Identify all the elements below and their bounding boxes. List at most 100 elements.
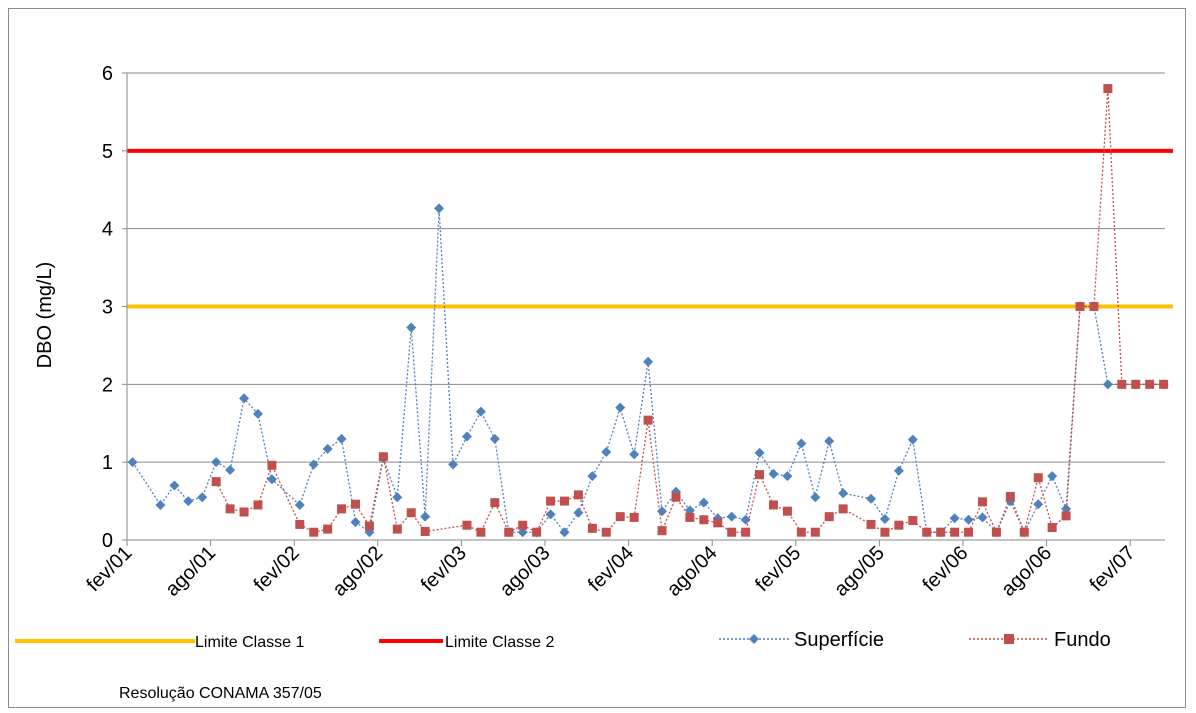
data-point [1103, 84, 1113, 94]
data-point [950, 527, 960, 537]
data-point [197, 492, 208, 503]
data-point [796, 527, 806, 537]
x-tick-labels: fev/01 ago/01 fev/02 ago/02 fev/03 ago/03 fev/… [82, 542, 1139, 601]
data-point [350, 517, 361, 528]
legend-marker-superficie [749, 634, 759, 644]
data-point [754, 447, 765, 458]
data-point [239, 507, 249, 517]
data-point [239, 393, 250, 404]
data-point [294, 499, 305, 510]
data-point [127, 457, 138, 468]
y-tick-label: 0 [102, 530, 113, 552]
y-tick-label: 2 [102, 374, 113, 396]
data-point [1019, 527, 1029, 537]
data-point [475, 406, 486, 417]
data-point [1047, 523, 1057, 533]
legend-item-limite-classe-1: Limite Classe 1 [15, 634, 304, 651]
y-axis-label: DBO (mg/L) [34, 262, 56, 369]
data-point [211, 477, 221, 487]
data-point [964, 527, 974, 537]
data-point [504, 527, 514, 537]
data-point [657, 526, 667, 536]
series [127, 84, 1169, 538]
data-point [183, 496, 194, 507]
data-point [699, 515, 709, 525]
data-point [643, 356, 654, 367]
data-point [755, 470, 765, 480]
data-point [420, 511, 431, 522]
data-point [1145, 379, 1155, 389]
data-point [545, 509, 556, 520]
data-point [727, 527, 737, 537]
legend-label-fundo: Fundo [1054, 629, 1111, 651]
data-point [323, 524, 333, 534]
data-point [741, 527, 751, 537]
data-point [378, 452, 388, 462]
data-point [643, 415, 653, 425]
data-point [894, 520, 904, 530]
data-point [838, 504, 848, 514]
x-tick-label: fev/04 [584, 542, 638, 596]
x-tick-label: ago/04 [663, 542, 722, 601]
data-point [337, 504, 347, 514]
data-point [907, 434, 918, 445]
data-point [532, 527, 542, 537]
footnote: Resolução CONAMA 357/05 [119, 685, 322, 702]
data-point [936, 527, 946, 537]
data-point [810, 492, 821, 503]
data-point [615, 512, 625, 522]
data-point [308, 459, 319, 470]
data-point [406, 508, 416, 518]
legend-label-limite-classe-2: Limite Classe 2 [445, 634, 554, 651]
data-point [685, 512, 695, 522]
axes [122, 72, 1165, 546]
data-point [462, 520, 472, 530]
data-point [949, 513, 960, 524]
data-point [350, 499, 360, 509]
legend-item-limite-classe-2: Limite Classe 2 [379, 634, 554, 651]
data-point [518, 520, 528, 530]
data-point [824, 512, 834, 522]
data-point [879, 513, 890, 524]
legend-label-limite-classe-1: Limite Classe 1 [195, 634, 304, 651]
data-point [977, 512, 988, 523]
data-point [768, 500, 778, 510]
data-point [155, 499, 166, 510]
x-tick-label: fev/07 [1086, 542, 1140, 596]
series-fundo [211, 84, 1169, 537]
data-point [406, 322, 417, 333]
data-point [1117, 379, 1127, 389]
y-tick-label: 6 [102, 63, 113, 85]
data-point [671, 492, 681, 502]
data-point [922, 527, 932, 537]
data-point [309, 527, 319, 537]
x-tick-label: ago/06 [997, 542, 1056, 601]
data-point [768, 468, 779, 479]
data-point [1061, 511, 1071, 521]
data-point [587, 471, 598, 482]
data-point [740, 514, 751, 525]
x-tick-label: fev/03 [417, 542, 471, 596]
data-point [838, 488, 849, 499]
data-point [211, 457, 222, 468]
data-point [573, 490, 583, 500]
data-point [629, 512, 639, 522]
data-point [810, 527, 820, 537]
x-tick-label: ago/03 [496, 542, 555, 601]
data-point [476, 527, 486, 537]
data-point [364, 521, 374, 531]
series-superficie [127, 203, 1169, 538]
data-point [824, 436, 835, 447]
data-point [615, 402, 626, 413]
data-point [601, 527, 611, 537]
legend-label-superficie: Superfície [794, 629, 884, 651]
data-point [573, 507, 584, 518]
data-point [392, 524, 402, 534]
data-point [559, 527, 570, 538]
data-point [252, 408, 263, 419]
x-tick-label: fev/06 [918, 542, 972, 596]
data-point [490, 498, 500, 508]
data-point [295, 519, 305, 529]
